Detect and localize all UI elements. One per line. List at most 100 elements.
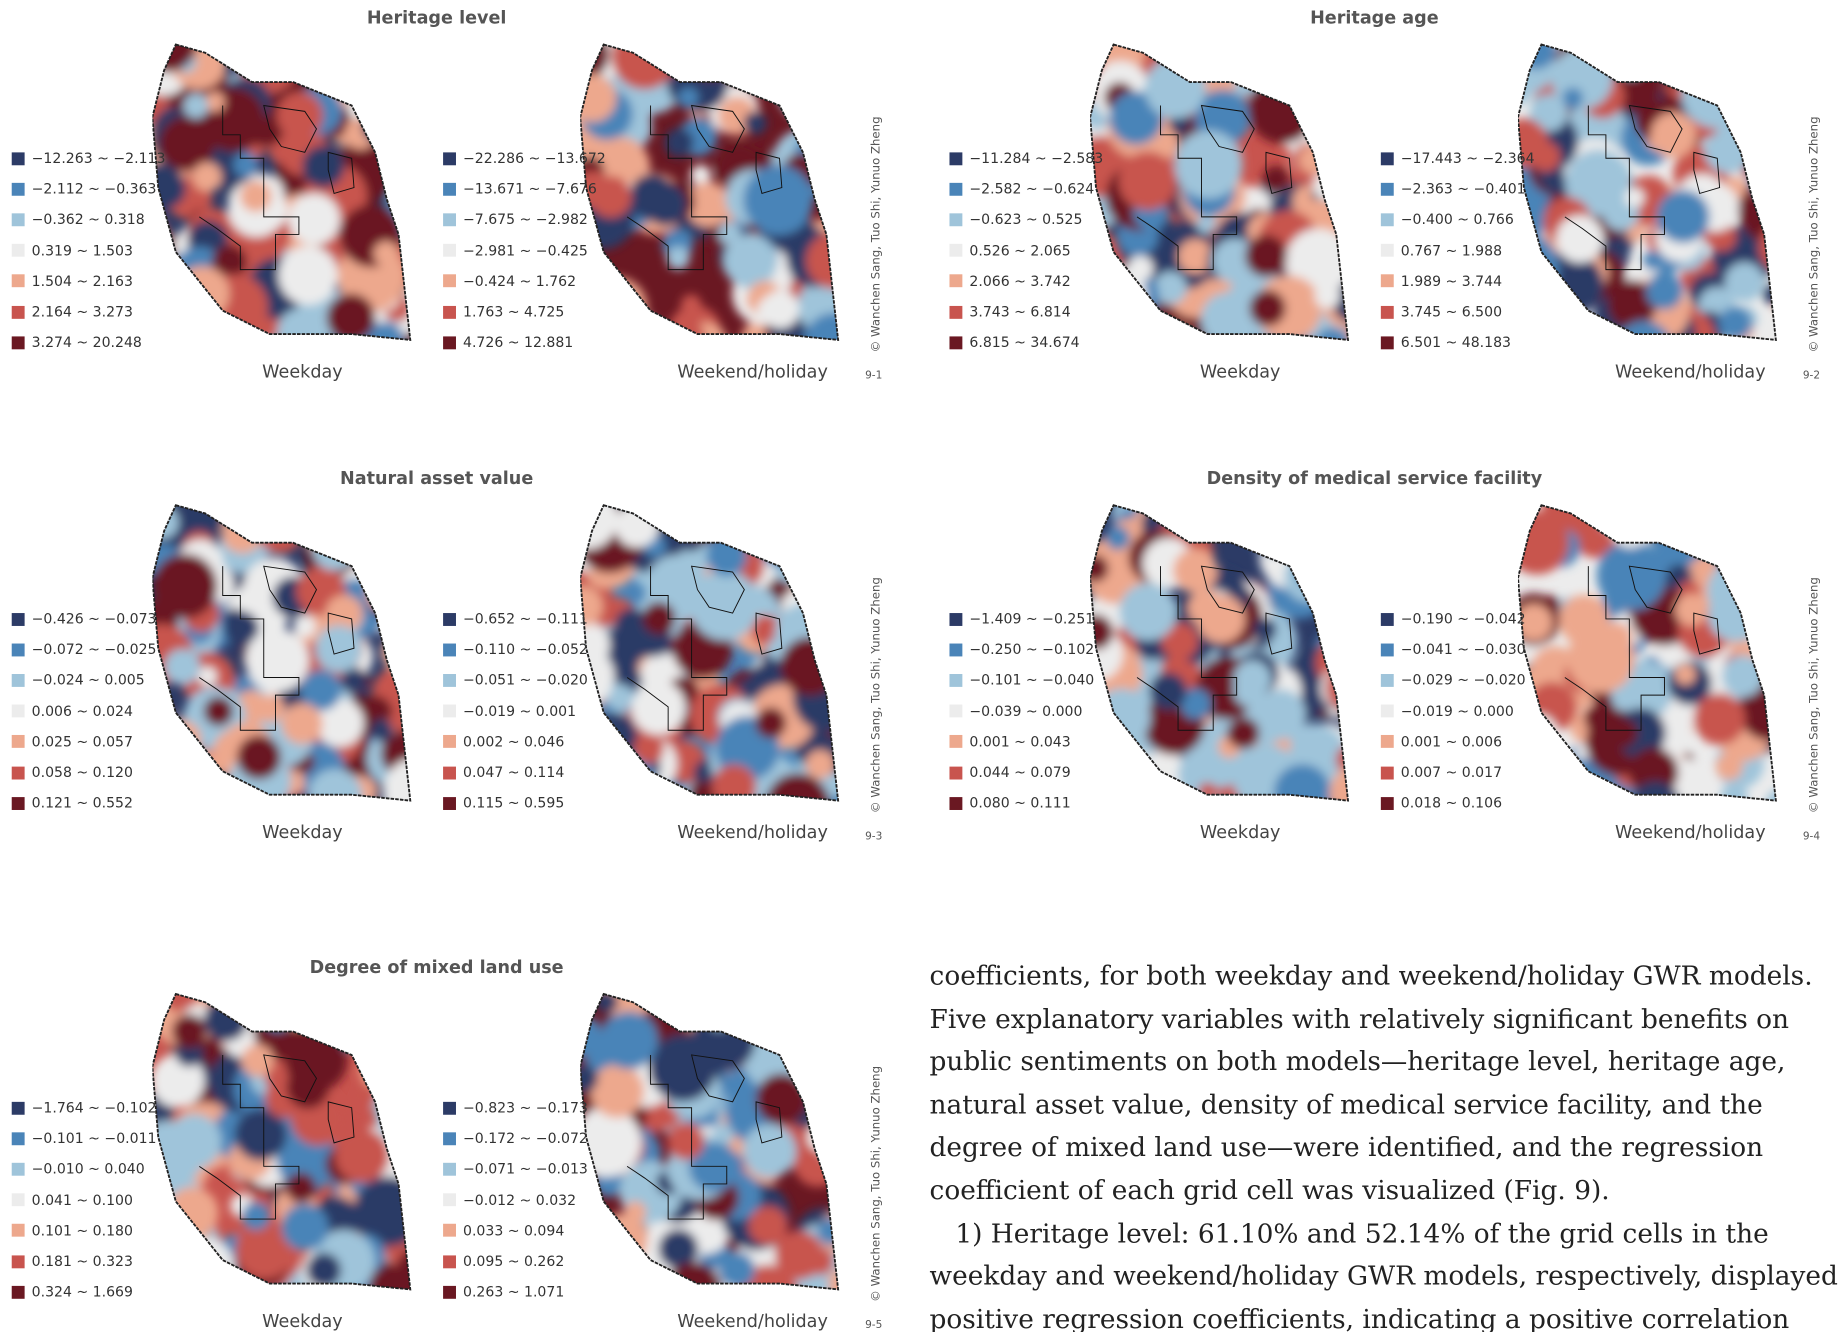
legend-swatch bbox=[1381, 152, 1394, 165]
legend-label: −7.675 ~ −2.982 bbox=[463, 212, 588, 228]
paragraph: 1) Heritage level: 61.10% and 52.14% of … bbox=[930, 1213, 1821, 1332]
legend-item: −0.101 ~ −0.040 bbox=[949, 665, 1094, 696]
map-caption: Weekend/holiday bbox=[677, 361, 828, 382]
legend: −0.652 ~ −0.111−0.110 ~ −0.052−0.051 ~ −… bbox=[443, 604, 588, 819]
legend-item: −0.623 ~ 0.525 bbox=[949, 204, 1103, 235]
map bbox=[580, 991, 850, 1302]
legend-label: 0.001 ~ 0.006 bbox=[1401, 734, 1502, 750]
legend-label: −0.012 ~ 0.032 bbox=[463, 1192, 576, 1208]
legend-item: −0.250 ~ −0.102 bbox=[949, 634, 1094, 665]
figure-number: 9-2 bbox=[1803, 370, 1820, 382]
legend-item: 0.025 ~ 0.057 bbox=[12, 726, 157, 757]
legend-swatch bbox=[1381, 275, 1394, 288]
map-caption: Weekend/holiday bbox=[1615, 822, 1766, 843]
legend-item: −0.051 ~ −0.020 bbox=[443, 665, 588, 696]
legend-item: −0.012 ~ 0.032 bbox=[443, 1185, 588, 1216]
legend-label: 0.041 ~ 0.100 bbox=[32, 1192, 133, 1208]
legend-item: 3.745 ~ 6.500 bbox=[1381, 296, 1535, 327]
legend-swatch bbox=[1381, 183, 1394, 196]
legend-swatch bbox=[1381, 244, 1394, 257]
legend-item: −0.039 ~ 0.000 bbox=[949, 696, 1094, 727]
legend-swatch bbox=[12, 1101, 25, 1114]
legend-item: −2.582 ~ −0.624 bbox=[949, 174, 1103, 205]
legend-label: 0.181 ~ 0.323 bbox=[32, 1253, 133, 1269]
figure-panel: Natural asset value−0.426 ~ −0.073−0.072… bbox=[0, 461, 891, 854]
legend-item: 6.815 ~ 34.674 bbox=[949, 327, 1103, 358]
legend-swatch bbox=[12, 336, 25, 349]
legend-item: −0.019 ~ 0.001 bbox=[443, 696, 588, 727]
text-line: positive regression coefficients, indica… bbox=[930, 1298, 1821, 1332]
legend-swatch bbox=[443, 674, 456, 687]
map-caption: Weekend/holiday bbox=[677, 1311, 828, 1332]
legend-label: 0.025 ~ 0.057 bbox=[32, 734, 133, 750]
legend-item: 0.095 ~ 0.262 bbox=[443, 1246, 588, 1277]
legend-swatch bbox=[443, 1193, 456, 1206]
legend-label: 0.080 ~ 0.111 bbox=[969, 795, 1070, 811]
legend-label: −0.400 ~ 0.766 bbox=[1401, 212, 1514, 228]
legend-label: −1.409 ~ −0.251 bbox=[969, 611, 1094, 627]
legend-swatch bbox=[1381, 735, 1394, 748]
legend-swatch bbox=[12, 152, 25, 165]
text-line: weekday and weekend/holiday GWR models, … bbox=[930, 1256, 1821, 1299]
legend-swatch bbox=[949, 735, 962, 748]
legend-item: −11.284 ~ −2.583 bbox=[949, 143, 1103, 174]
legend-swatch bbox=[12, 183, 25, 196]
legend-label: 2.164 ~ 3.273 bbox=[32, 304, 133, 320]
map-caption: Weekday bbox=[262, 1311, 343, 1332]
legend-label: 0.018 ~ 0.106 bbox=[1401, 795, 1502, 811]
legend-item: −1.764 ~ −0.102 bbox=[12, 1092, 157, 1123]
legend: −12.263 ~ −2.113−2.112 ~ −0.363−0.362 ~ … bbox=[12, 143, 166, 358]
legend-swatch bbox=[1381, 613, 1394, 626]
legend-swatch bbox=[443, 613, 456, 626]
legend-item: 1.763 ~ 4.725 bbox=[443, 296, 606, 327]
legend-item: −0.823 ~ −0.173 bbox=[443, 1092, 588, 1123]
credit: © Wanchen Sang, Tuo Shi, Yunuo Zheng bbox=[1808, 116, 1821, 352]
legend-label: 0.319 ~ 1.503 bbox=[32, 242, 133, 258]
legend-swatch bbox=[443, 1163, 456, 1176]
credit: © Wanchen Sang, Tuo Shi, Yunuo Zheng bbox=[870, 116, 883, 352]
legend-swatch bbox=[1381, 674, 1394, 687]
legend-swatch bbox=[443, 735, 456, 748]
legend-swatch bbox=[12, 275, 25, 288]
legend-label: 0.033 ~ 0.094 bbox=[463, 1222, 564, 1238]
legend-label: 2.066 ~ 3.742 bbox=[969, 273, 1070, 289]
legend-label: −0.029 ~ −0.020 bbox=[1401, 672, 1526, 688]
figure-panel: Heritage age−11.284 ~ −2.583−2.582 ~ −0.… bbox=[938, 0, 1829, 393]
legend-item: −0.190 ~ −0.042 bbox=[1381, 604, 1526, 635]
legend-item: −0.029 ~ −0.020 bbox=[1381, 665, 1526, 696]
legend-item: −0.652 ~ −0.111 bbox=[443, 604, 588, 635]
map-caption: Weekday bbox=[1200, 361, 1281, 382]
panel-title: Degree of mixed land use bbox=[0, 957, 873, 978]
legend-item: −0.426 ~ −0.073 bbox=[12, 604, 157, 635]
body-text: coefficients, for both weekday and weeke… bbox=[930, 955, 1821, 1332]
text-line: public sentiments on both models—heritag… bbox=[930, 1041, 1821, 1084]
legend-swatch bbox=[443, 766, 456, 779]
legend-swatch bbox=[12, 244, 25, 257]
legend-item: 0.319 ~ 1.503 bbox=[12, 235, 166, 266]
legend-item: 0.058 ~ 0.120 bbox=[12, 757, 157, 788]
legend-item: −0.019 ~ 0.000 bbox=[1381, 696, 1526, 727]
legend-swatch bbox=[949, 705, 962, 718]
legend-swatch bbox=[443, 1132, 456, 1145]
legend-item: −0.071 ~ −0.013 bbox=[443, 1154, 588, 1185]
legend-label: 0.324 ~ 1.669 bbox=[32, 1284, 133, 1300]
legend-label: 1.504 ~ 2.163 bbox=[32, 273, 133, 289]
legend-label: −0.362 ~ 0.318 bbox=[32, 212, 145, 228]
map bbox=[1518, 502, 1788, 813]
legend-item: 0.324 ~ 1.669 bbox=[12, 1277, 157, 1308]
figure-number: 9-1 bbox=[865, 370, 882, 382]
legend-label: −12.263 ~ −2.113 bbox=[32, 150, 166, 166]
legend-label: −0.101 ~ −0.040 bbox=[969, 672, 1094, 688]
legend-item: 2.164 ~ 3.273 bbox=[12, 296, 166, 327]
map bbox=[1090, 41, 1360, 352]
legend: −0.190 ~ −0.042−0.041 ~ −0.030−0.029 ~ −… bbox=[1381, 604, 1526, 819]
figure-number: 9-3 bbox=[865, 831, 882, 843]
legend-item: −2.981 ~ −0.425 bbox=[443, 235, 606, 266]
legend-swatch bbox=[443, 336, 456, 349]
legend-swatch bbox=[1381, 213, 1394, 226]
legend: −22.286 ~ −13.672−13.671 ~ −7.676−7.675 … bbox=[443, 143, 606, 358]
text-line: 1) Heritage level: 61.10% and 52.14% of … bbox=[930, 1213, 1821, 1256]
legend-item: −0.072 ~ −0.025 bbox=[12, 634, 157, 665]
legend-swatch bbox=[1381, 766, 1394, 779]
map-fill bbox=[1518, 502, 1788, 813]
